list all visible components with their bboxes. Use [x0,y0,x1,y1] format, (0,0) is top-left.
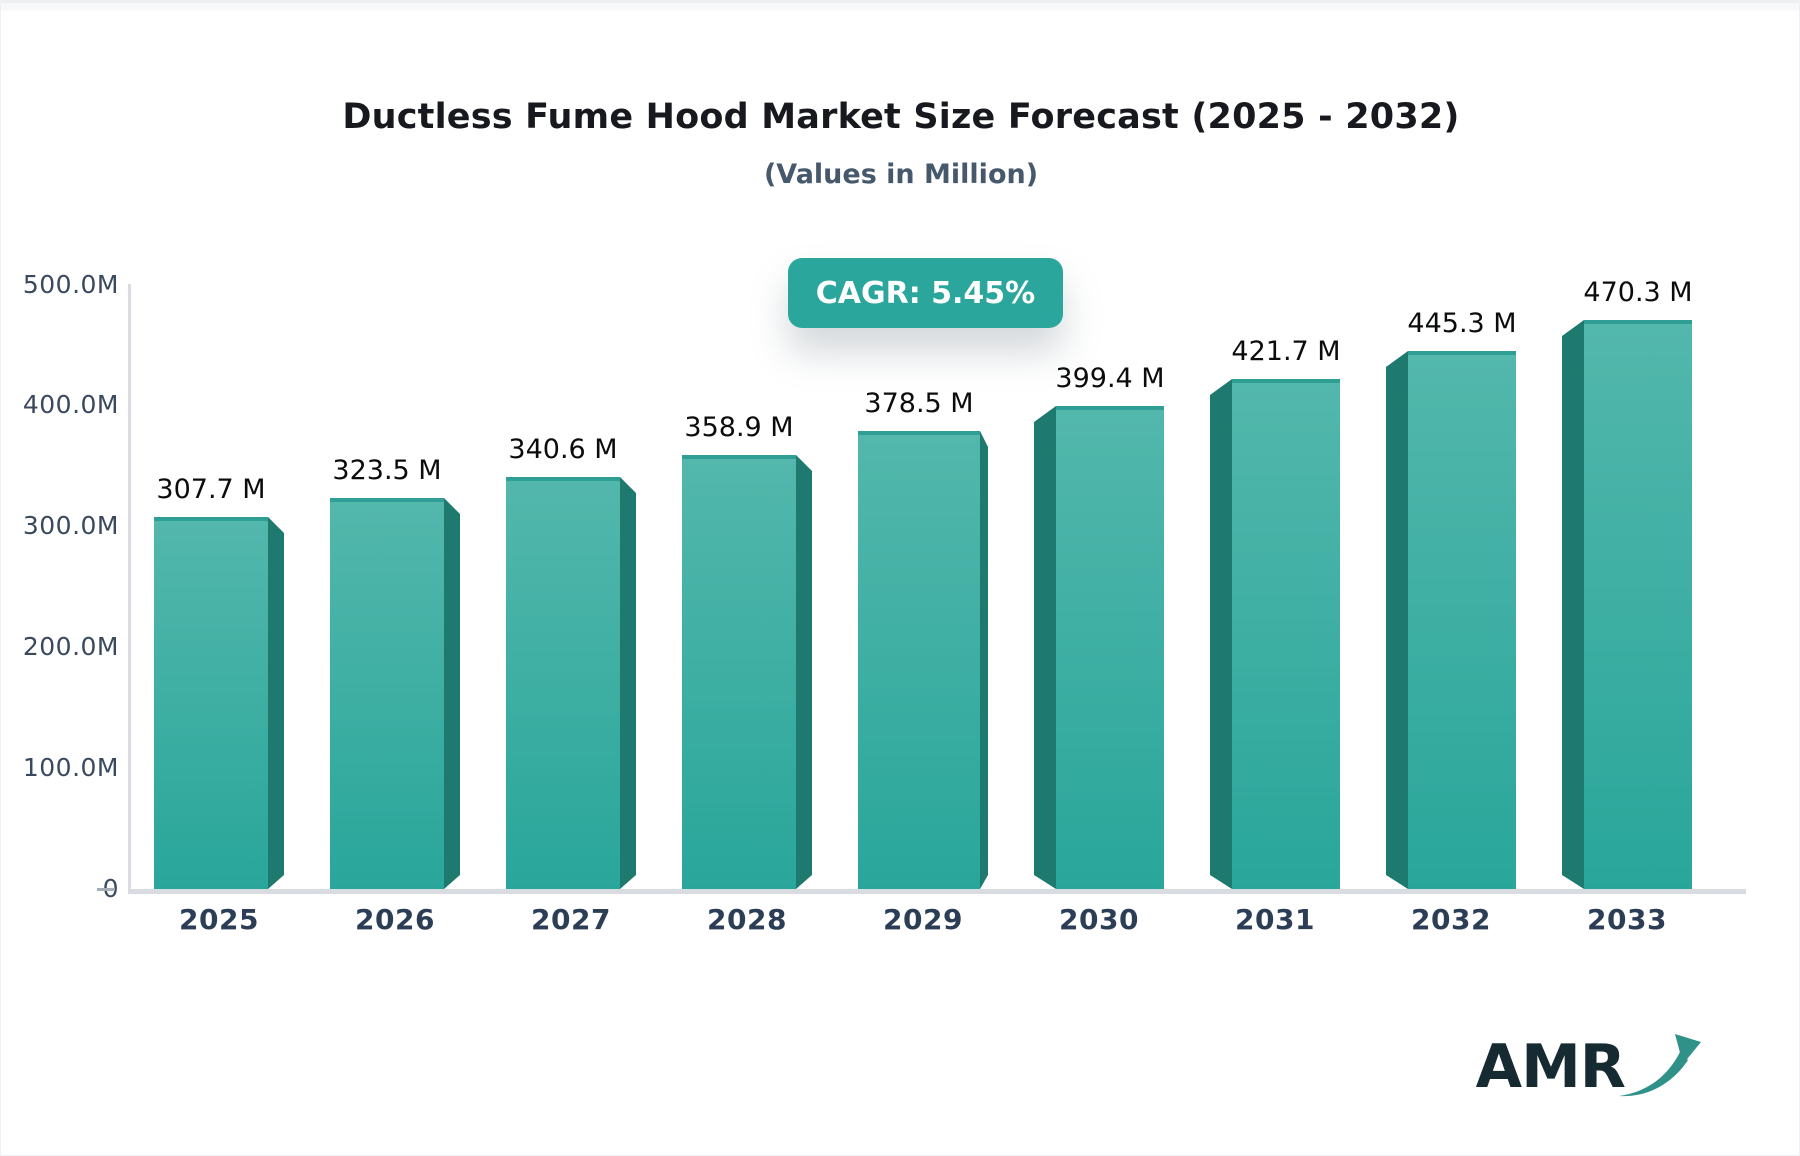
growth-arrow-icon [1619,1034,1701,1097]
bar-2025[interactable]: 307.7 M [154,474,284,889]
bar-2026[interactable]: 323.5 M [330,455,460,889]
bar-side-shadow [1034,406,1056,889]
bar-value-label: 340.6 M [508,434,618,465]
bar-side-shadow [1210,379,1232,889]
bar-2029[interactable]: 378.5 M [858,388,988,889]
x-axis-label-2026: 2026 [355,903,435,936]
bar-value-label: 399.4 M [1055,363,1165,394]
chart-subtitle: (Values in Million) [763,159,1039,190]
bar-side-shadow [268,517,284,889]
bar-face [330,498,444,889]
bar-2033[interactable]: 470.3 M [1562,277,1693,889]
y-axis-tick-label: 100.0M [22,753,119,783]
amr-logo-text: AMR [1475,1032,1626,1102]
y-axis-line [128,284,131,889]
y-axis-tick-label: 300.0M [22,511,119,541]
bar-side-shadow [980,431,988,889]
x-axis-label-2025: 2025 [179,903,259,936]
bar-face [154,517,268,889]
bar-value-label: 307.7 M [156,474,266,505]
zero-tick-dash [97,888,115,891]
bar-value-label: 445.3 M [1407,308,1517,339]
x-axis-label-2027: 2027 [531,903,611,936]
bar-2028[interactable]: 358.9 M [682,412,812,889]
bar-side-shadow [796,455,812,889]
y-axis-tick-label: 500.0M [22,269,119,299]
x-axis-label-2030: 2030 [1059,903,1139,936]
bar-2031[interactable]: 421.7 M [1210,336,1341,889]
bar-face [1584,320,1692,889]
bar-face [1056,406,1164,889]
bar-side-shadow [620,477,636,889]
bar-value-label: 470.3 M [1583,277,1693,308]
bar-side-shadow [444,498,460,889]
bar-value-label: 378.5 M [864,388,974,419]
bar-face [1408,351,1516,889]
bar-face [682,455,796,889]
y-axis-tick-label: 200.0M [22,632,119,662]
bar-2027[interactable]: 340.6 M [506,434,636,889]
bar-face [506,477,620,889]
x-axis-label-2031: 2031 [1235,903,1315,936]
bar-value-label: 323.5 M [332,455,442,486]
amr-logo: AMR [1476,1027,1703,1107]
bar-2030[interactable]: 399.4 M [1034,363,1165,889]
cagr-badge: CAGR: 5.45% [788,258,1063,328]
x-axis-line [128,889,1746,894]
bar-side-shadow [1386,351,1408,889]
bar-face [1232,379,1340,889]
chart-title: Ductless Fume Hood Market Size Forecast … [342,97,1460,137]
screenshot-top-edge [1,1,1799,11]
x-axis-label-2032: 2032 [1411,903,1491,936]
x-axis-label-2029: 2029 [883,903,963,936]
bar-2032[interactable]: 445.3 M [1386,308,1517,889]
y-axis-tick-label: 400.0M [22,390,119,420]
bar-side-shadow [1562,320,1584,889]
bar-value-label: 421.7 M [1231,336,1341,367]
bar-value-label: 358.9 M [684,412,794,443]
x-axis-label-2033: 2033 [1587,903,1667,936]
x-axis-label-2028: 2028 [707,903,787,936]
bar-face [858,431,980,889]
